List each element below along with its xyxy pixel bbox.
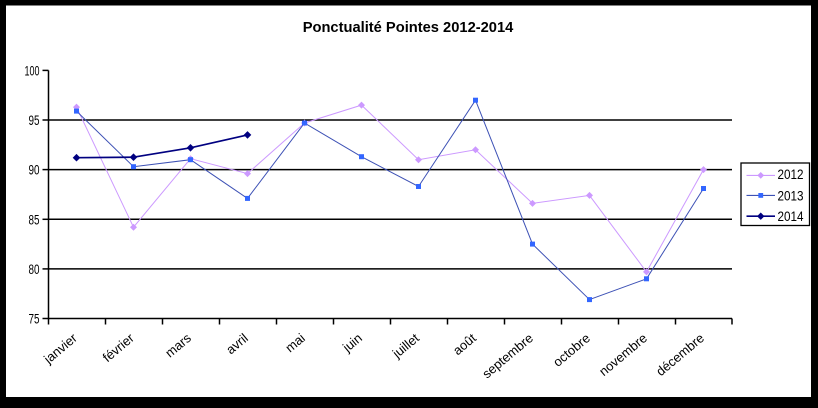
svg-text:75: 75 [29,311,40,327]
svg-text:Ponctualité Pointes 2012-2014: Ponctualité Pointes 2012-2014 [303,20,514,36]
svg-text:2012: 2012 [778,166,804,182]
svg-text:80: 80 [29,261,40,277]
svg-text:85: 85 [29,211,40,227]
svg-text:100: 100 [25,62,40,78]
svg-text:2013: 2013 [778,187,804,203]
svg-text:90: 90 [29,162,40,178]
svg-text:95: 95 [29,112,40,128]
svg-text:2014: 2014 [778,208,804,224]
